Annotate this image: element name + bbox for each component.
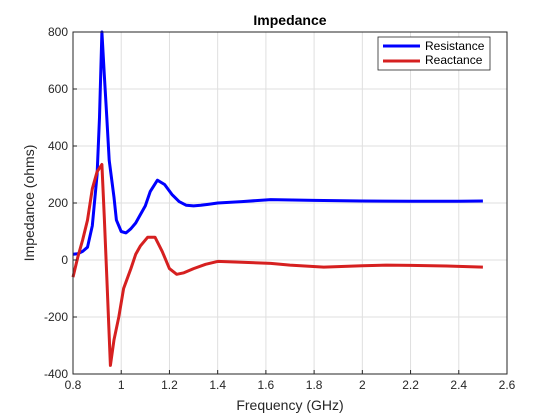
legend-box [377,36,491,71]
series-line-resistance [72,30,483,256]
series-line-reactance [71,163,483,367]
x-tick-label: 2.2 [402,378,419,392]
legend: Resistance Reactance [377,36,491,71]
series-layer [71,30,483,367]
x-tick-label: 1 [118,378,125,392]
legend-label-resistance: Resistance [425,39,485,53]
y-tick-label: 400 [48,139,68,153]
x-tick-label: 2.6 [499,378,516,392]
y-tick-label: -200 [44,310,68,324]
chart-title: Impedance [253,12,326,28]
legend-label-reactance: Reactance [425,53,483,67]
x-axis-label: Frequency (GHz) [236,397,343,413]
x-tick-label: 1.8 [306,378,323,392]
ticks: 0.8 1 1.2 1.4 1.6 1.8 2 2.2 2.4 2.6 -400 -200 0 200 40… [44,25,516,392]
x-tick-label: 2.4 [450,378,467,392]
y-tick-label: -400 [44,367,68,381]
y-tick-label: 0 [61,253,68,267]
x-tick-label: 2 [359,378,366,392]
y-tick-label: 600 [48,82,68,96]
y-axis-label: Impedance (ohms) [21,145,37,262]
y-tick-label: 200 [48,196,68,210]
x-tick-label: 1.6 [258,378,275,392]
x-tick-label: 1.4 [209,378,226,392]
x-tick-label: 0.8 [65,378,82,392]
y-tick-label: 800 [48,25,68,39]
x-tick-label: 1.2 [161,378,178,392]
